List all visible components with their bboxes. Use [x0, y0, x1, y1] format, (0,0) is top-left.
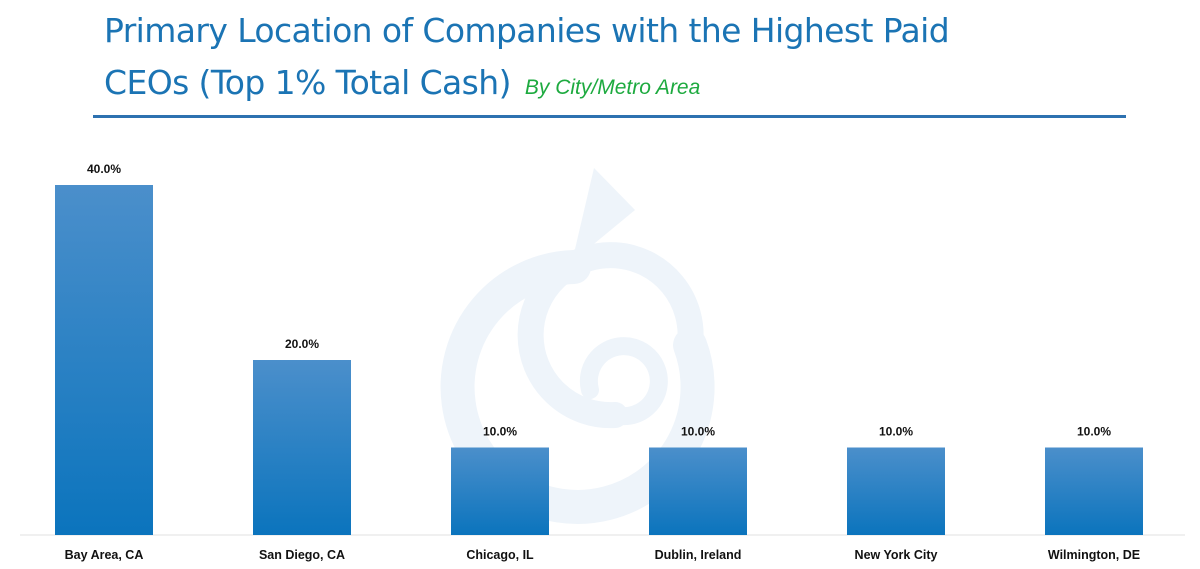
bar-5 [847, 447, 945, 535]
data-label-5: 10.0% [879, 425, 913, 439]
chart-subtitle: By City/Metro Area [524, 76, 701, 99]
bar-3 [451, 447, 549, 535]
category-label-4: Dublin, Ireland [655, 548, 742, 562]
category-label-3: Chicago, IL [466, 548, 534, 562]
chart-title-line-2-text: CEOs (Top 1% Total Cash) [104, 63, 511, 102]
chart-title-line-2: CEOs (Top 1% Total Cash) By City/Metro Ar… [104, 63, 700, 102]
chart-title-line-1: Primary Location of Companies with the H… [104, 11, 950, 50]
category-label-5: New York City [855, 548, 938, 562]
bar-4 [649, 447, 747, 535]
bar-6 [1045, 447, 1143, 535]
data-label-2: 20.0% [285, 337, 319, 351]
data-label-1: 40.0% [87, 162, 121, 176]
title-divider [93, 115, 1126, 118]
category-label-2: San Diego, CA [259, 548, 345, 562]
bar-2 [253, 360, 351, 535]
data-label-3: 10.0% [483, 425, 517, 439]
data-label-6: 10.0% [1077, 425, 1111, 439]
data-label-4: 10.0% [681, 425, 715, 439]
category-label-1: Bay Area, CA [65, 548, 144, 562]
category-label-6: Wilmington, DE [1048, 548, 1140, 562]
bar-1 [55, 185, 153, 535]
